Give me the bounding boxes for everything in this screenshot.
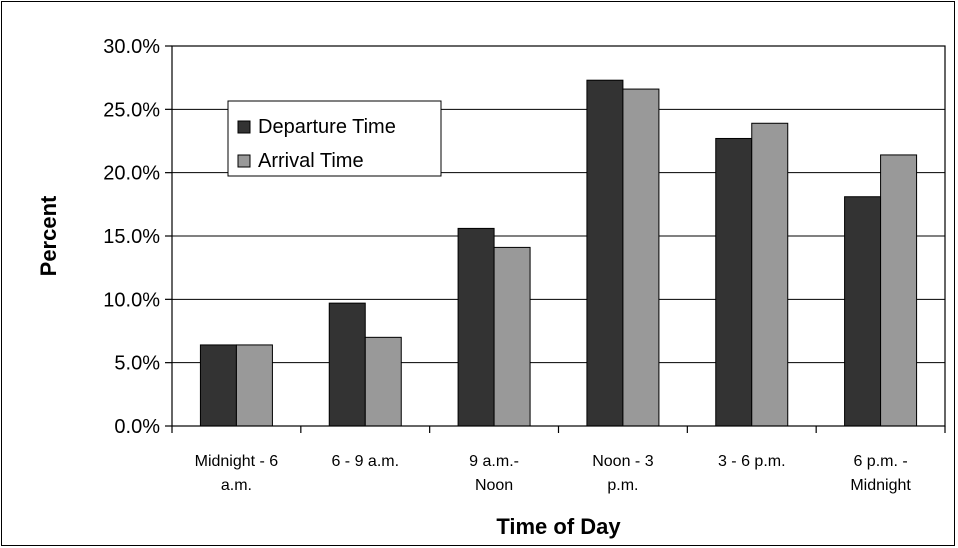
legend-box <box>227 100 442 177</box>
bar-arrival <box>751 122 789 427</box>
legend-swatch <box>237 154 251 168</box>
y-axis: 0.0% 5.0% 10.0% 15.0% 20.0% 25.0% 30.0% <box>103 36 172 438</box>
y-tick-label: 20.0% <box>103 163 160 185</box>
legend: Departure Time Arrival Time <box>227 100 442 177</box>
x-axis-title: Time of Day <box>496 514 621 539</box>
x-axis: Midnight - 6 a.m. 6 - 9 a.m. 9 a.m.- Noon Noo… <box>171 426 946 494</box>
category-label-line: p.m. <box>607 477 638 494</box>
bar-departure <box>715 137 753 427</box>
category-label-line: a.m. <box>221 477 252 494</box>
bar-departure <box>457 227 495 427</box>
bar-arrival <box>493 246 531 427</box>
y-tick-label: 0.0% <box>114 416 160 438</box>
legend-swatch <box>237 120 251 134</box>
bars <box>199 79 918 427</box>
y-axis-title: Percent <box>36 195 61 276</box>
y-tick-label: 25.0% <box>103 99 160 121</box>
bar-arrival <box>364 336 402 427</box>
category-label-line: Midnight - 6 <box>195 453 279 470</box>
bar-departure <box>844 196 882 427</box>
y-tick-label: 10.0% <box>103 289 160 311</box>
legend-label: Arrival Time <box>258 150 364 172</box>
category-label-line: 6 p.m. - <box>853 453 907 470</box>
bar-arrival <box>235 344 273 427</box>
category-label: 6 p.m. - Midnight <box>850 453 911 494</box>
category-label-line: 3 - 6 p.m. <box>718 453 786 470</box>
bar-arrival <box>880 154 918 427</box>
category-label: Midnight - 6 a.m. <box>195 453 279 494</box>
y-tick-label: 15.0% <box>103 226 160 248</box>
category-label-line: Midnight <box>850 477 911 494</box>
bar-departure <box>199 344 237 427</box>
bar-arrival <box>622 88 660 427</box>
category-label: Noon - 3 p.m. <box>592 453 653 494</box>
bar-departure <box>586 79 624 427</box>
category-label: 6 - 9 a.m. <box>331 453 399 470</box>
legend-label: Departure Time <box>258 116 396 138</box>
category-label: 9 a.m.- Noon <box>469 453 519 494</box>
category-label: 3 - 6 p.m. <box>718 453 786 470</box>
category-label-line: Noon <box>475 477 513 494</box>
category-label-line: 6 - 9 a.m. <box>331 453 399 470</box>
y-tick-label: 30.0% <box>103 36 160 58</box>
category-label-line: Noon - 3 <box>592 453 653 470</box>
category-label-line: 9 a.m.- <box>469 453 519 470</box>
bar-departure <box>328 302 366 427</box>
y-tick-label: 5.0% <box>114 353 160 375</box>
